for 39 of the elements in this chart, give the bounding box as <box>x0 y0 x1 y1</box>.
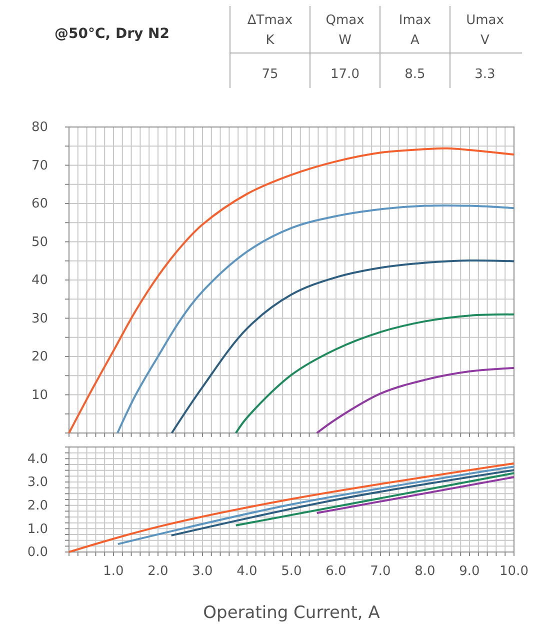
line-series <box>316 366 515 434</box>
text: 17.0 <box>330 67 360 82</box>
line-series <box>116 204 515 434</box>
line-series <box>170 259 515 434</box>
y-tick-label: 4.0 <box>27 452 48 467</box>
category-label: Umax V <box>466 13 504 48</box>
x-tick-label: 1.0 <box>103 564 124 579</box>
x-tick-label: 10.0 <box>500 564 528 579</box>
y-tick-label: 10 <box>31 388 48 403</box>
x-tick-label: 7.0 <box>370 564 391 579</box>
x-tick-label: 9.0 <box>459 564 480 579</box>
category-label: Qmax W <box>326 13 365 48</box>
x-axis-title: Operating Current, A <box>203 603 380 623</box>
text: 75 <box>262 67 278 82</box>
x-tick-label: 5.0 <box>281 564 302 579</box>
text: 8.5 <box>404 67 426 82</box>
y-tick-label: 60 <box>31 196 48 212</box>
y-tick-label: 2.0 <box>27 498 48 514</box>
line-series <box>68 462 515 553</box>
y-tick-label: 0.0 <box>27 545 48 560</box>
y-tick-label: 50 <box>31 234 48 250</box>
y-tick-label: 3.0 <box>27 475 48 490</box>
x-tick-label: 3.0 <box>192 564 213 579</box>
y-tick-label: 80 <box>31 120 48 136</box>
y-tick-label: 70 <box>31 158 48 174</box>
text: @50°C, Dry N2 <box>54 26 170 42</box>
text: 3.3 <box>474 67 496 82</box>
x-tick-label: 6.0 <box>326 564 346 579</box>
line-series <box>68 147 515 434</box>
category-label: ΔTmax K <box>247 13 293 48</box>
y-tick-label: 1.0 <box>27 522 48 537</box>
x-tick-label: 2.0 <box>148 564 168 579</box>
line-series <box>234 313 515 434</box>
y-tick-label: 40 <box>31 273 48 288</box>
y-tick-label: 20 <box>31 350 48 365</box>
x-tick-label: 4.0 <box>236 564 258 579</box>
y-tick-label: 30 <box>31 311 48 326</box>
category-label: Imax A <box>398 13 432 48</box>
x-tick-label: 8.0 <box>414 564 436 579</box>
